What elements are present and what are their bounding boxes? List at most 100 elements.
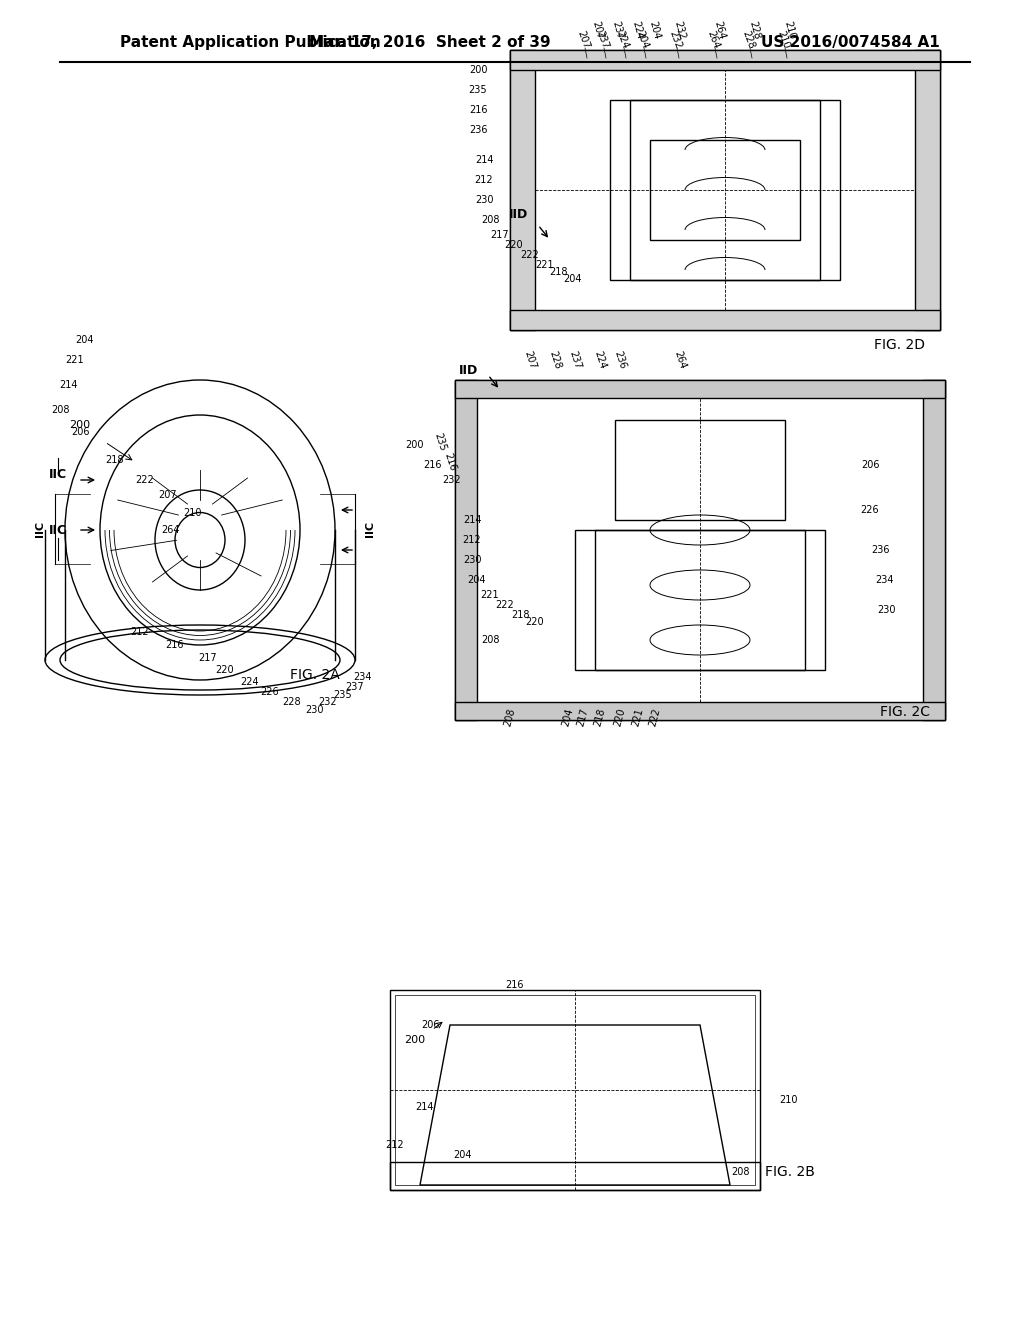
Text: 208: 208: [503, 706, 517, 727]
Text: 222: 222: [496, 601, 514, 610]
Text: 210: 210: [183, 508, 203, 517]
Bar: [650, 140, 800, 240]
Text: 237: 237: [594, 29, 610, 50]
Text: 214: 214: [58, 380, 77, 389]
Text: 236: 236: [870, 545, 889, 554]
Text: 217: 217: [575, 706, 590, 727]
Text: 221: 221: [480, 590, 500, 601]
Text: 208: 208: [480, 215, 500, 224]
Bar: [390, 1162, 760, 1191]
Text: 228: 228: [740, 29, 756, 50]
Bar: [390, 990, 760, 1191]
Text: 200: 200: [404, 1035, 426, 1045]
Text: 222: 222: [520, 249, 540, 260]
Text: 207: 207: [575, 29, 591, 50]
Text: 221: 221: [536, 260, 554, 271]
Bar: [630, 100, 820, 280]
Text: FIG. 2A: FIG. 2A: [290, 668, 340, 682]
Text: 216: 216: [166, 640, 184, 649]
Text: 230: 230: [306, 705, 325, 715]
Text: 210: 210: [775, 29, 791, 50]
Text: 237: 237: [610, 20, 626, 41]
Text: 230: 230: [475, 195, 494, 205]
Text: 216: 216: [506, 979, 524, 990]
Text: 224: 224: [241, 677, 259, 686]
Text: 216: 216: [469, 106, 487, 115]
Text: 212: 212: [131, 627, 150, 638]
Text: 232: 232: [673, 20, 687, 41]
Text: 237: 237: [567, 350, 583, 371]
Text: 207: 207: [159, 490, 177, 500]
Text: 206: 206: [421, 1020, 439, 1030]
Bar: [610, 100, 840, 280]
Text: 236: 236: [469, 125, 487, 135]
Bar: [923, 380, 945, 719]
Text: 212: 212: [386, 1140, 404, 1150]
Text: 264: 264: [706, 29, 721, 50]
Text: 218: 218: [549, 267, 567, 277]
Text: 208: 208: [480, 635, 500, 645]
Bar: [455, 702, 945, 719]
Text: 216: 216: [423, 459, 441, 470]
Text: 210: 210: [782, 20, 798, 40]
Text: 204: 204: [561, 706, 575, 727]
Text: Patent Application Publication: Patent Application Publication: [120, 36, 381, 50]
Text: 224: 224: [614, 29, 630, 50]
Text: 236: 236: [612, 350, 628, 371]
Text: 204: 204: [467, 576, 485, 585]
Text: IIC: IIC: [35, 521, 45, 537]
Text: 228: 228: [283, 697, 301, 708]
Text: IIC: IIC: [49, 524, 67, 536]
Text: 218: 218: [593, 706, 607, 727]
Text: 217: 217: [490, 230, 509, 240]
Text: 230: 230: [877, 605, 895, 615]
Bar: [915, 50, 940, 330]
Text: 212: 212: [475, 176, 494, 185]
Text: 204: 204: [648, 20, 663, 40]
Bar: [510, 50, 535, 330]
Text: 220: 220: [505, 240, 523, 249]
Text: IIC: IIC: [49, 469, 67, 482]
Text: 264: 264: [161, 525, 179, 535]
Text: FIG. 2B: FIG. 2B: [765, 1166, 815, 1179]
Text: 264: 264: [713, 20, 727, 40]
Text: 226: 226: [261, 686, 280, 697]
Text: FIG. 2C: FIG. 2C: [880, 705, 930, 719]
Bar: [455, 380, 945, 399]
Text: 200: 200: [70, 420, 90, 430]
Text: IID: IID: [459, 363, 477, 376]
Text: 232: 232: [318, 697, 337, 708]
Text: 200: 200: [406, 440, 424, 450]
Text: 206: 206: [71, 426, 89, 437]
Text: 222: 222: [135, 475, 155, 484]
Text: 212: 212: [463, 535, 481, 545]
Text: US 2016/0074584 A1: US 2016/0074584 A1: [761, 36, 939, 50]
Text: 218: 218: [511, 610, 529, 620]
Text: 221: 221: [66, 355, 84, 366]
Text: 214: 214: [463, 515, 481, 525]
Bar: [395, 995, 755, 1185]
Text: 234: 234: [876, 576, 894, 585]
Text: 218: 218: [105, 455, 124, 465]
Text: 214: 214: [475, 154, 494, 165]
Text: 206: 206: [861, 459, 880, 470]
Bar: [575, 531, 825, 671]
Text: 235: 235: [432, 432, 447, 453]
Text: 214: 214: [416, 1102, 434, 1111]
Text: 226: 226: [861, 506, 880, 515]
Text: 224: 224: [631, 20, 645, 41]
Bar: [455, 380, 945, 719]
Bar: [455, 380, 477, 719]
Bar: [510, 50, 940, 70]
Text: 220: 220: [612, 706, 628, 727]
Text: 264: 264: [673, 350, 687, 371]
Text: 204: 204: [563, 275, 582, 284]
Text: 235: 235: [469, 84, 487, 95]
Text: 224: 224: [592, 350, 607, 371]
Text: IID: IID: [508, 209, 527, 222]
Bar: [595, 531, 805, 671]
Text: 204: 204: [634, 29, 650, 50]
Text: 222: 222: [648, 706, 663, 727]
Bar: [615, 420, 785, 520]
Text: Mar. 17, 2016  Sheet 2 of 39: Mar. 17, 2016 Sheet 2 of 39: [309, 36, 551, 50]
